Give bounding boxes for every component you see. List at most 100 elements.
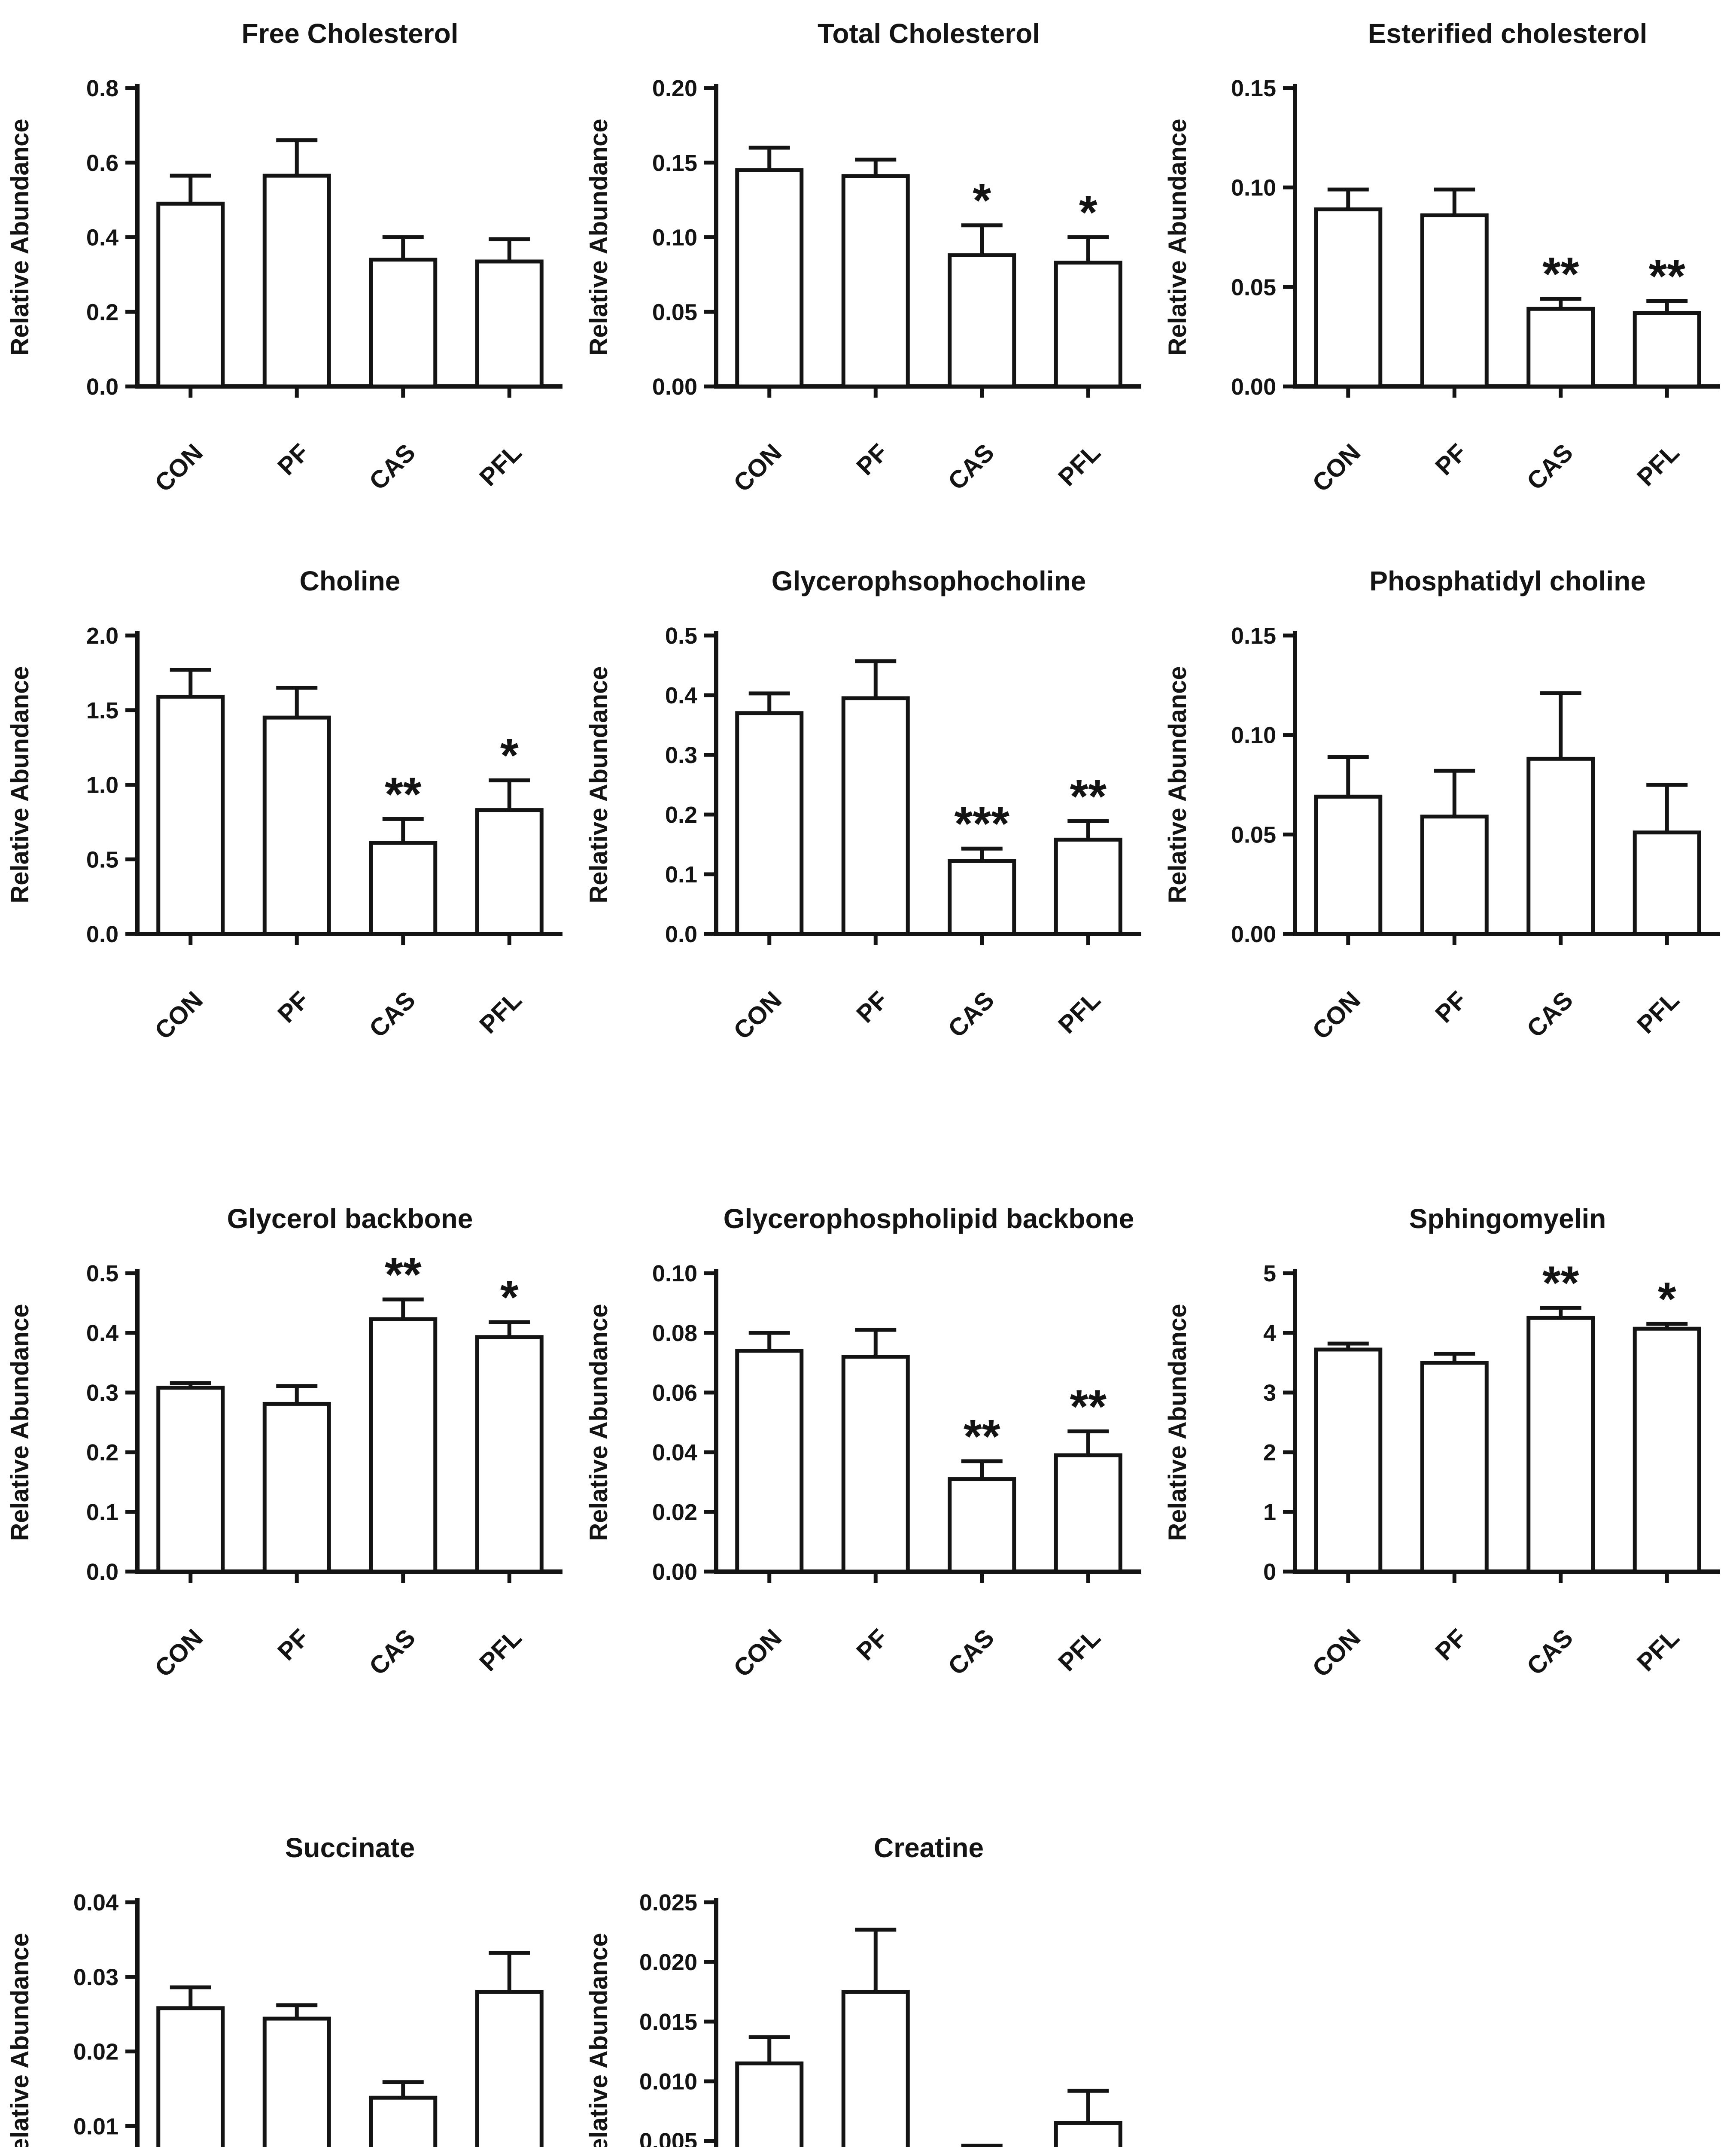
- x-category-label: CAS: [364, 438, 421, 496]
- y-tick-label: 0.8: [86, 76, 119, 101]
- bar-CON: [1314, 207, 1383, 389]
- chart-title: Esterified cholesterol: [1368, 18, 1648, 49]
- x-category-label: PFL: [1632, 438, 1684, 491]
- y-tick-label: 0: [1263, 1559, 1276, 1585]
- significance-stars: *: [1079, 186, 1098, 239]
- x-category-label: PFL: [1632, 986, 1684, 1039]
- y-tick-label: 0.10: [652, 225, 697, 251]
- chart-free-cholesterol: Free Cholesterol Relative Abundance 0.0 0.2…: [0, 9, 579, 530]
- y-tick-label: 0.0: [86, 921, 119, 947]
- bar-PFL: [1633, 1326, 1701, 1574]
- y-tick-label: 1.0: [86, 772, 119, 798]
- chart-title: Phosphatidyl choline: [1369, 566, 1646, 596]
- bar-PFL: [475, 1335, 544, 1574]
- bar-CON: [735, 2061, 804, 2147]
- chart-canvas: Phosphatidyl choline Relative Abundance 0.…: [1164, 566, 1720, 1045]
- chart-glycerophospholipid-backbone: Glycerophospholipid backbone Relative Abu…: [579, 1194, 1158, 1715]
- bar-CON: [1314, 1347, 1383, 1574]
- x-category-label: PFL: [474, 1624, 527, 1676]
- y-tick-label: 0.2: [665, 802, 697, 828]
- chart-sphingomyelin: Sphingomyelin Relative Abundance 0 1 2 3 4 5 CON…: [1158, 1194, 1736, 1715]
- y-tick-label: 0.15: [1231, 76, 1276, 101]
- x-category-label: CON: [1307, 438, 1366, 497]
- chart-title: Sphingomyelin: [1409, 1203, 1606, 1234]
- y-tick-label: 0.00: [1231, 921, 1276, 947]
- x-category-label: CAS: [1521, 986, 1578, 1043]
- x-category-label: CON: [149, 1624, 208, 1682]
- y-tick-label: 0.5: [86, 847, 119, 873]
- y-tick-label: 0.05: [1231, 274, 1276, 300]
- significance-stars: **: [964, 1410, 1000, 1463]
- bar-CAS: [369, 2095, 438, 2147]
- x-category-label: PF: [851, 986, 893, 1028]
- chart-title: Creatine: [874, 1832, 984, 1863]
- chart-title: Succinate: [285, 1832, 415, 1863]
- bar-PF: [841, 1990, 910, 2147]
- chart-choline: Choline Relative Abundance 0.0 0.5 1.0 1.5 2.0…: [0, 556, 579, 1078]
- y-tick-label: 0.03: [73, 1965, 119, 1990]
- y-tick-label: 0.20: [652, 76, 697, 101]
- y-tick-label: 0.6: [86, 150, 119, 176]
- bar-PFL: [1633, 830, 1701, 936]
- significance-stars: **: [1648, 250, 1685, 303]
- y-axis-label: Relative Abundance: [1164, 1304, 1192, 1541]
- y-tick-label: 0.04: [73, 1890, 119, 1916]
- chart-canvas: Total Cholesterol Relative Abundance 0.00 0…: [585, 18, 1141, 497]
- y-tick-label: 0.06: [652, 1380, 697, 1406]
- y-tick-label: 0.2: [86, 299, 119, 325]
- x-category-label: PF: [272, 438, 314, 480]
- y-tick-label: 0.2: [86, 1440, 119, 1466]
- y-tick-label: 0.010: [639, 2069, 697, 2095]
- bar-CAS: [1526, 1316, 1595, 1574]
- significance-stars: **: [385, 1248, 422, 1301]
- x-category-label: PFL: [1632, 1624, 1684, 1676]
- y-tick-label: 0.0: [665, 921, 697, 947]
- significance-stars: **: [385, 768, 422, 821]
- y-tick-label: 0.15: [652, 150, 697, 176]
- x-category-label: CON: [1307, 1624, 1366, 1682]
- bar-CAS: [1526, 757, 1595, 936]
- y-tick-label: 0.020: [639, 1949, 697, 1975]
- x-category-label: CON: [149, 986, 208, 1045]
- chart-title: Choline: [300, 566, 401, 596]
- empty-cell: [1158, 1823, 1736, 2147]
- y-axis-label: Relative Abundance: [1164, 119, 1192, 356]
- y-tick-label: 0.3: [86, 1380, 119, 1406]
- bar-CAS: [369, 258, 438, 389]
- bar-PFL: [1054, 837, 1122, 936]
- x-category-label: PF: [1430, 986, 1472, 1028]
- bar-CON: [1314, 794, 1383, 936]
- y-tick-label: 0.10: [1231, 175, 1276, 201]
- bar-CON: [735, 1349, 804, 1574]
- x-category-label: CON: [728, 986, 787, 1045]
- x-category-label: CAS: [1521, 1624, 1578, 1681]
- x-category-label: CAS: [364, 1624, 421, 1681]
- chart-esterified-cholesterol: Esterified cholesterol Relative Abundance…: [1158, 9, 1736, 530]
- x-category-label: PF: [272, 986, 314, 1028]
- chart-canvas: Glycerophsophocholine Relative Abundance 0…: [585, 566, 1141, 1045]
- bar-PFL: [475, 1990, 544, 2147]
- x-category-label: CAS: [1521, 438, 1578, 496]
- chart-glycerophsophocholine: Glycerophsophocholine Relative Abundance 0…: [579, 556, 1158, 1078]
- y-axis-label: Relative Abundance: [585, 666, 613, 903]
- bar-CAS: [948, 859, 1016, 936]
- bar-CON: [156, 201, 225, 389]
- bar-PF: [841, 174, 910, 389]
- significance-stars: *: [973, 174, 991, 227]
- chart-canvas: Choline Relative Abundance 0.0 0.5 1.0 1.5 2.0…: [6, 566, 562, 1045]
- y-tick-label: 0.1: [665, 862, 697, 888]
- bar-PF: [262, 173, 331, 389]
- bar-PF: [841, 696, 910, 936]
- x-category-label: CON: [728, 1624, 787, 1682]
- x-category-label: PFL: [474, 986, 527, 1039]
- bar-CAS: [369, 1317, 438, 1574]
- x-category-label: PFL: [1053, 986, 1106, 1039]
- x-category-label: CAS: [364, 986, 421, 1043]
- bar-PF: [262, 1402, 331, 1574]
- bar-PFL: [475, 259, 544, 389]
- bar-PFL: [1054, 2121, 1122, 2147]
- y-tick-label: 0.0: [86, 1559, 119, 1585]
- x-category-label: CON: [728, 438, 787, 497]
